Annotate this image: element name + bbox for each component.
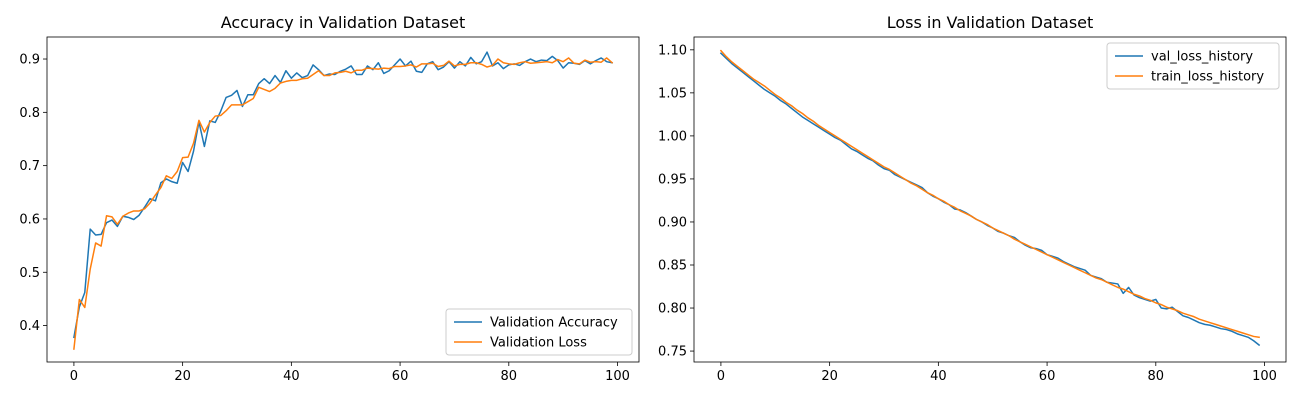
legend-label: val_loss_history — [1151, 50, 1253, 65]
accuracy-chart: Accuracy in Validation Dataset 0 20 40 60 80 1… — [19, 13, 640, 384]
y-tick-label: 1.05 — [658, 86, 687, 101]
y-tick-label: 0.4 — [19, 319, 40, 334]
legend-label: Validation Loss — [490, 336, 587, 351]
legend: val_loss_history train_loss_history — [1106, 42, 1280, 90]
series-line-validation-loss — [73, 57, 614, 350]
axes-frame — [693, 36, 1287, 363]
axes-frame — [46, 36, 640, 363]
x-tick-label: 40 — [283, 369, 300, 384]
legend-box — [445, 308, 633, 356]
y-tick-label: 0.75 — [658, 345, 687, 360]
y-tick-label: 1.00 — [658, 129, 687, 144]
chart-title: Accuracy in Validation Dataset — [221, 13, 466, 32]
series-line-train-loss-history — [719, 49, 1260, 339]
x-tick-label: 80 — [1148, 369, 1165, 384]
chart-title: Loss in Validation Dataset — [887, 13, 1094, 32]
y-tick-label: 0.80 — [658, 302, 687, 317]
x-tick-label: 100 — [605, 369, 630, 384]
legend-label: Validation Accuracy — [490, 316, 618, 331]
y-tick-label: 0.90 — [658, 215, 687, 230]
y-tick-label: 0.8 — [19, 106, 40, 121]
x-tick-label: 60 — [1039, 369, 1056, 384]
x-tick-label: 20 — [821, 369, 838, 384]
x-tick-label: 20 — [174, 369, 191, 384]
x-tick-label: 60 — [392, 369, 409, 384]
legend: Validation Accuracy Validation Loss — [445, 308, 633, 356]
legend-box — [1106, 42, 1280, 90]
y-tick-label: 0.7 — [19, 159, 40, 174]
legend-label: train_loss_history — [1151, 70, 1264, 85]
y-tick-label: 0.9 — [19, 53, 40, 68]
y-tick-label: 0.5 — [19, 266, 40, 281]
y-tick-label: 0.85 — [658, 258, 687, 273]
y-tick-label: 0.6 — [19, 212, 40, 227]
x-tick-label: 0 — [717, 369, 725, 384]
x-tick-label: 100 — [1252, 369, 1277, 384]
x-tick-label: 0 — [70, 369, 78, 384]
y-tick-label: 1.10 — [658, 43, 687, 58]
x-tick-label: 80 — [501, 369, 518, 384]
y-tick-label: 0.95 — [658, 172, 687, 187]
loss-chart: Loss in Validation Dataset 0 20 40 60 80 100 0.… — [658, 13, 1287, 384]
x-tick-label: 40 — [930, 369, 947, 384]
